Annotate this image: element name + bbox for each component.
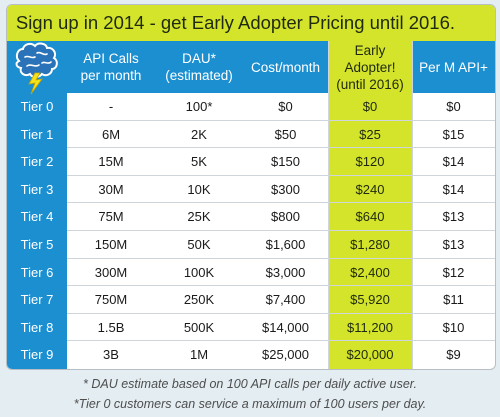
- early-adopter-cell: $11,200: [346, 319, 394, 335]
- early-adopter-cell: $25: [359, 126, 381, 142]
- cost-cell: $50: [274, 126, 297, 142]
- table-row: Tier 3 30M 10K $300 $240 $14: [7, 176, 495, 204]
- tier-label: Tier 2: [20, 154, 54, 170]
- row-divider: [67, 285, 495, 287]
- early-adopter-column-highlight: [328, 41, 412, 369]
- table-row: Tier 2 15M 5K $150 $120 $14: [7, 148, 495, 176]
- per-m-api-cell: $0: [446, 99, 461, 114]
- header-per-m-api: Per M API+: [419, 59, 488, 75]
- early-adopter-cell: $240: [355, 181, 385, 197]
- tier-label: Tier 3: [20, 181, 54, 197]
- per-m-api-cell: $14: [442, 154, 465, 170]
- early-adopter-cell: $2,400: [350, 264, 390, 280]
- brain-lightning-icon: [15, 42, 58, 95]
- cost-cell: $7,400: [265, 292, 306, 308]
- dau-cell: 500K: [183, 319, 215, 335]
- footnote-dau: * DAU estimate based on 100 API calls pe…: [83, 377, 417, 391]
- dau-cell: 100*: [185, 99, 213, 114]
- api-calls-cell: -: [108, 99, 114, 114]
- table-row: Tier 7 750M 250K $7,400 $5,920 $11: [7, 286, 495, 314]
- row-divider: [67, 257, 495, 259]
- cost-cell: $3,000: [265, 264, 306, 280]
- per-m-api-cell: $14: [442, 181, 465, 197]
- dau-cell: 100K: [183, 264, 215, 280]
- row-divider: [67, 147, 495, 149]
- api-calls-cell: 300M: [94, 264, 128, 280]
- dau-cell: 250K: [183, 292, 215, 308]
- early-adopter-cell: $5,920: [350, 292, 390, 308]
- table-row: Tier 6 300M 100K $3,000 $2,400 $12: [7, 259, 495, 287]
- table-row: Tier 5 150M 50K $1,600 $1,280 $13: [7, 231, 495, 259]
- tier-label: Tier 9: [20, 347, 54, 363]
- row-divider: [67, 174, 495, 176]
- api-calls-cell: 150M: [94, 237, 128, 252]
- table-row: Tier 0 - 100* $0 $0 $0: [7, 93, 495, 121]
- table-row: Tier 9 3B 1M $25,000 $20,000 $9: [7, 341, 495, 369]
- tier-label: Tier 6: [20, 264, 54, 280]
- header-bar: [7, 41, 495, 93]
- cost-cell: $800: [271, 209, 300, 225]
- row-divider: [67, 340, 495, 342]
- dau-cell: 1M: [189, 347, 209, 363]
- api-calls-cell: 75M: [98, 209, 124, 225]
- header-dau: DAU* (estimated): [165, 51, 233, 83]
- early-adopter-cell: $120: [355, 154, 385, 170]
- per-m-api-cell: $11: [443, 292, 464, 308]
- tier-label: Tier 0: [20, 99, 54, 114]
- table-row: Tier 1 6M 2K $50 $25 $15: [7, 121, 495, 149]
- dau-cell: 10K: [187, 181, 211, 197]
- pricing-card: Sign up in 2014 - get Early Adopter Pric…: [6, 4, 496, 370]
- cost-cell: $14,000: [262, 319, 309, 335]
- cost-cell: $150: [271, 154, 300, 170]
- early-adopter-cell: $640: [355, 209, 385, 225]
- tier-label: Tier 5: [20, 237, 54, 252]
- row-divider: [67, 119, 495, 121]
- cost-cell: $1,600: [265, 237, 306, 252]
- per-m-api-cell: $13: [442, 237, 465, 252]
- api-calls-cell: 750M: [94, 292, 128, 308]
- divider-early-right: [412, 41, 413, 369]
- header-api-calls: API Calls per month: [80, 51, 142, 83]
- row-divider: [67, 202, 495, 204]
- tier-label: Tier 7: [20, 292, 54, 308]
- api-calls-cell: 15M: [98, 154, 124, 170]
- tier-label: Tier 8: [20, 319, 54, 335]
- dau-cell: 50K: [187, 237, 211, 252]
- dau-cell: 25K: [187, 209, 211, 225]
- footnote-tier0: *Tier 0 customers can service a maximum …: [73, 397, 427, 411]
- per-m-api-cell: $15: [442, 126, 465, 142]
- tier-label: Tier 1: [20, 126, 54, 142]
- api-calls-cell: 30M: [98, 181, 124, 197]
- header-cost-month: Cost/month: [250, 59, 321, 75]
- per-m-api-cell: $9: [446, 347, 461, 363]
- row-divider: [67, 312, 495, 314]
- divider-early-left: [328, 41, 329, 369]
- table-row: Tier 8 1.5B 500K $14,000 $11,200 $10: [7, 314, 495, 342]
- dau-cell: 2K: [191, 126, 207, 142]
- api-calls-cell: 1.5B: [97, 319, 125, 335]
- early-adopter-cell: $20,000: [346, 347, 394, 363]
- cost-cell: $25,000: [262, 347, 309, 363]
- early-adopter-cell: $1,280: [350, 237, 390, 252]
- early-adopter-cell: $0: [362, 99, 378, 114]
- api-calls-cell: 6M: [101, 126, 121, 142]
- dau-cell: 5K: [191, 154, 207, 170]
- api-calls-cell: 3B: [103, 347, 119, 363]
- table-row: Tier 4 75M 25K $800 $640 $13: [7, 203, 495, 231]
- per-m-api-cell: $10: [442, 319, 465, 335]
- tier-column: [7, 93, 67, 369]
- per-m-api-cell: $12: [442, 264, 465, 280]
- row-divider: [67, 229, 495, 231]
- cost-cell: $300: [271, 181, 300, 197]
- header-early-adopter: Early Adopter! (until 2016): [328, 41, 412, 93]
- tier-label: Tier 4: [20, 209, 54, 225]
- per-m-api-cell: $13: [442, 209, 465, 225]
- cost-cell: $0: [278, 99, 293, 114]
- promo-banner: Sign up in 2014 - get Early Adopter Pric…: [7, 5, 495, 41]
